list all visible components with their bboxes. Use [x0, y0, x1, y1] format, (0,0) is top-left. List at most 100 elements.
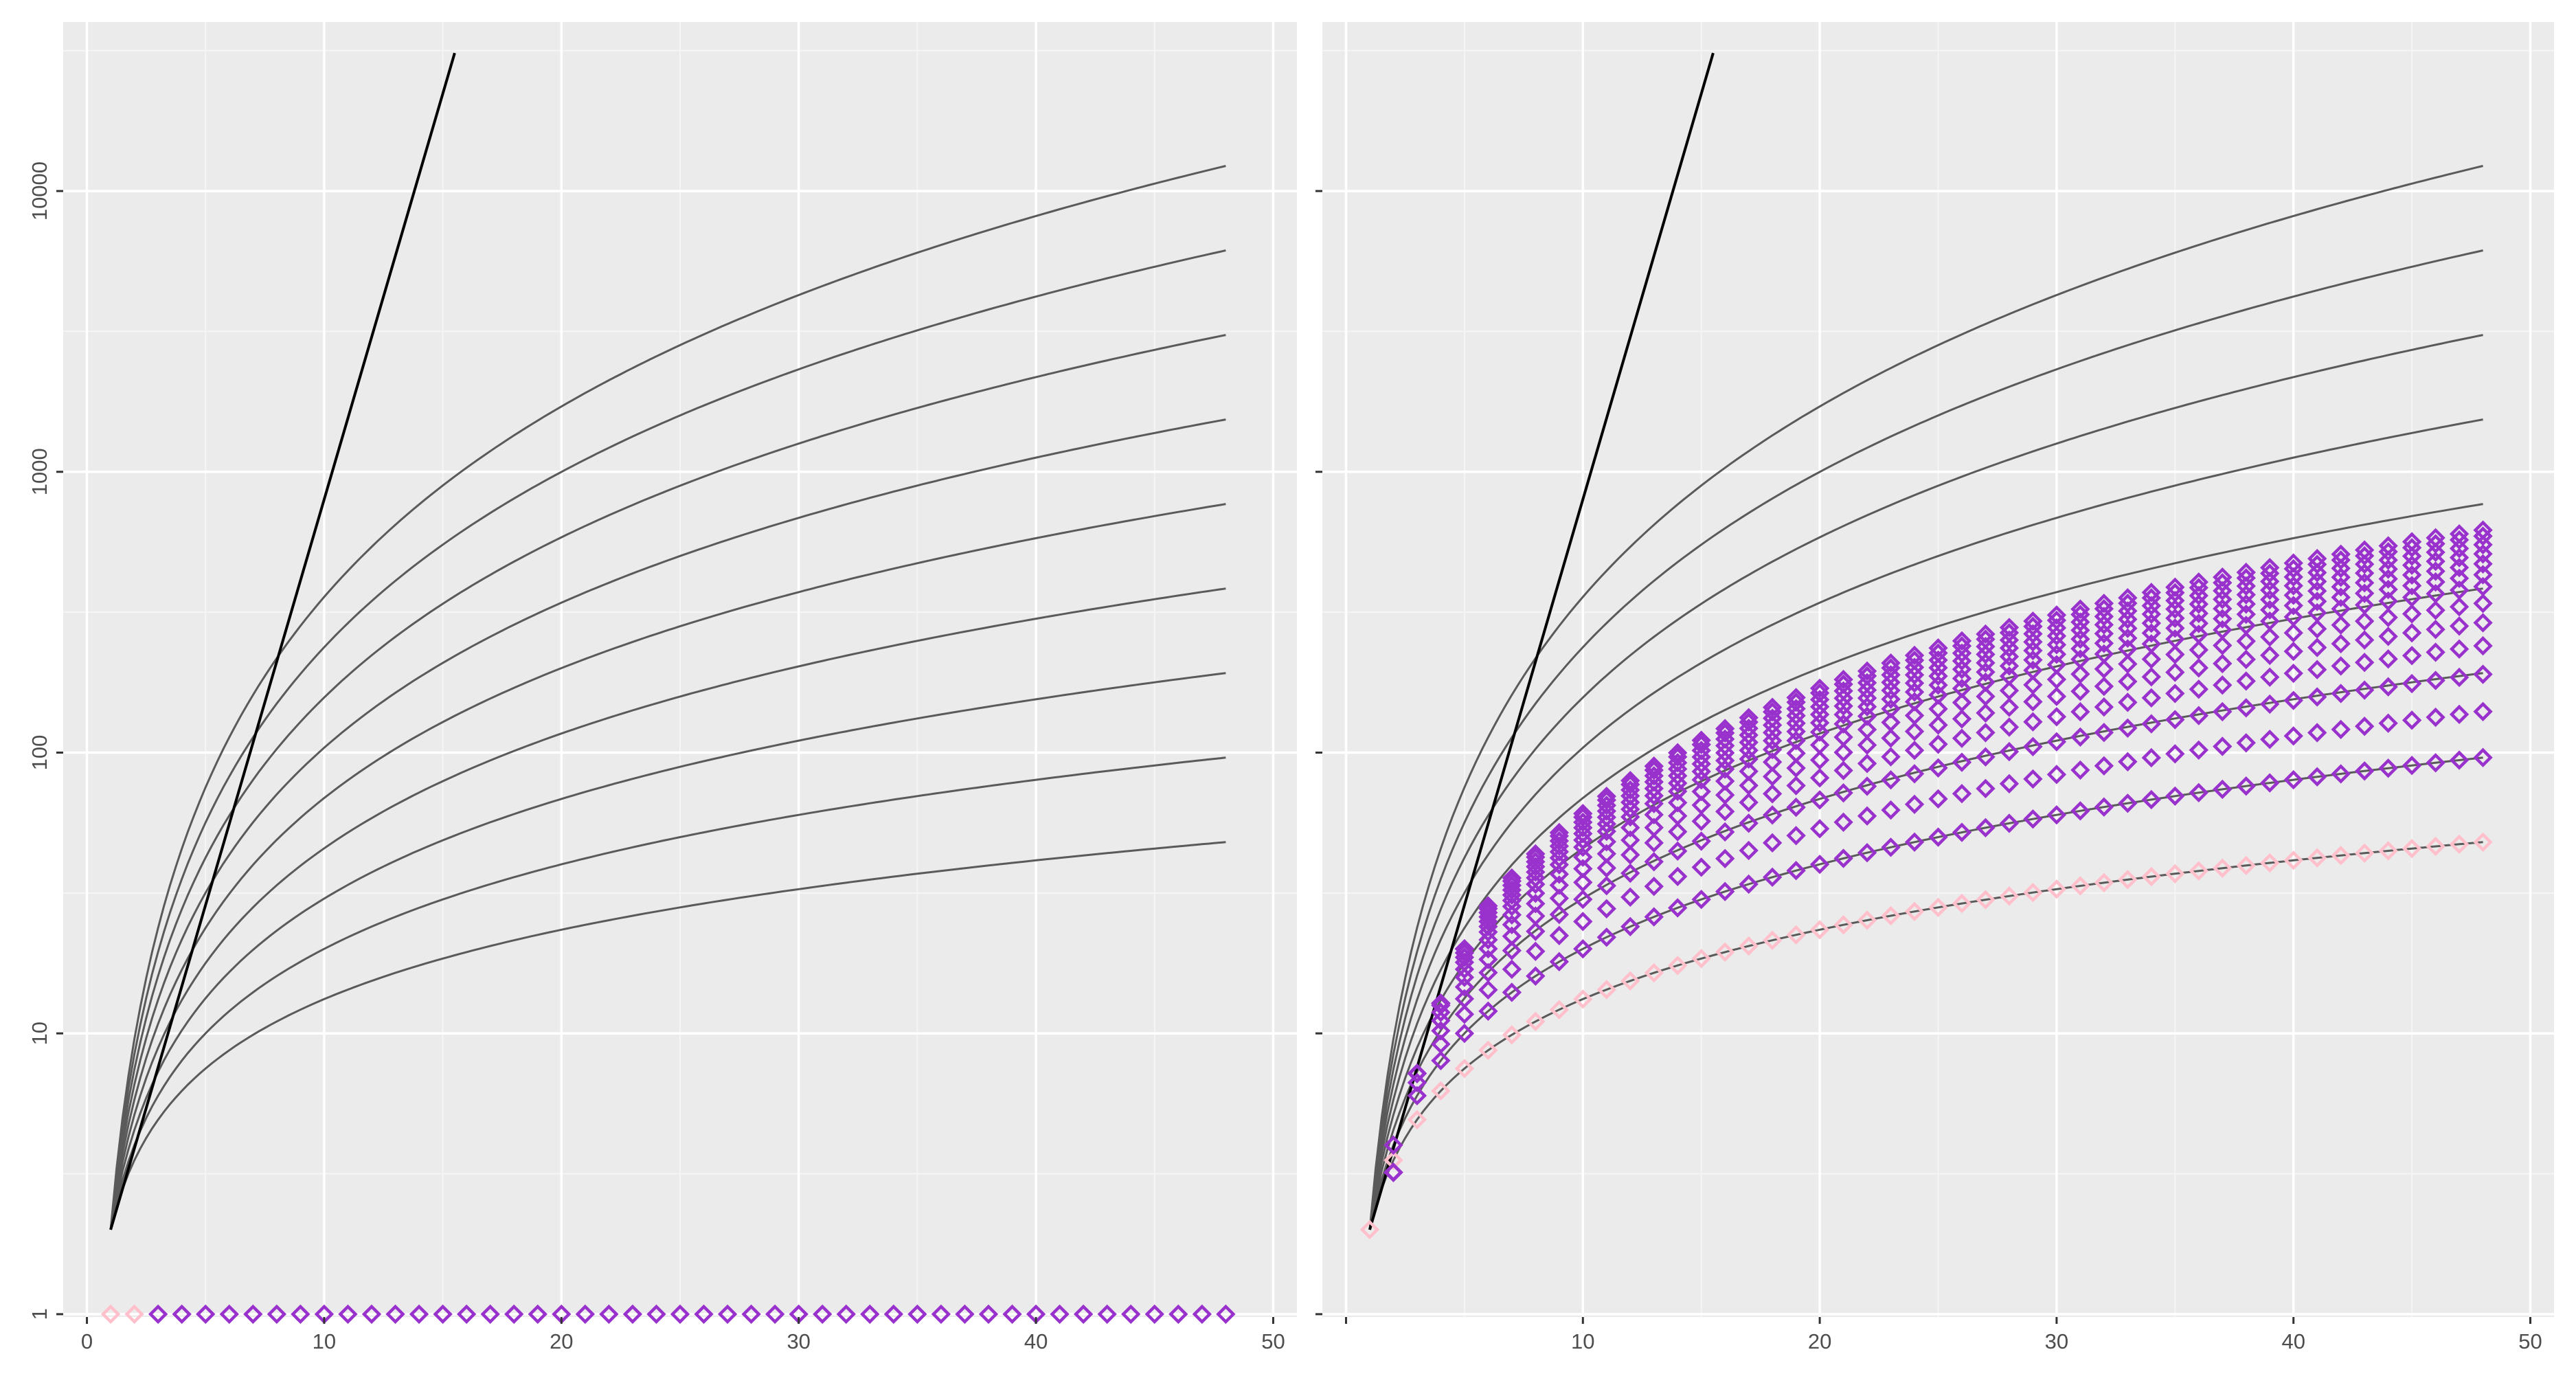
data-point [1668, 866, 1688, 886]
data-point [1478, 1001, 1498, 1022]
data-point [1833, 742, 1853, 763]
data-point [2070, 701, 2090, 722]
data-point [2094, 615, 2114, 635]
data-point [2236, 733, 2256, 753]
data-point [2473, 534, 2493, 555]
data-point [2046, 626, 2067, 646]
data-point [2449, 568, 2470, 588]
data-point [1526, 844, 1546, 864]
data-point [2046, 686, 2067, 706]
data-point [1739, 732, 1759, 752]
data-point [1833, 688, 1853, 708]
data-point [1928, 715, 1948, 735]
data-point [1383, 1162, 1403, 1182]
data-point [1786, 925, 1806, 945]
data-point [2236, 585, 2256, 605]
data-point [2141, 866, 2162, 887]
data-point [2141, 583, 2162, 602]
data-point [1976, 672, 1996, 692]
data-point [1644, 756, 1664, 776]
data-point [2449, 597, 2470, 617]
data-point [2141, 688, 2162, 708]
data-point [1691, 761, 1711, 782]
data-point [1809, 704, 1830, 725]
data-point [2378, 713, 2398, 733]
data-point [385, 1304, 405, 1325]
x-tick-label: 10 [1571, 1329, 1594, 1353]
data-point [172, 1304, 192, 1325]
data-point [1976, 723, 1996, 743]
data-point [2354, 630, 2375, 650]
data-point [1786, 861, 1806, 881]
data-point [1549, 951, 1569, 972]
data-point [1691, 949, 1711, 969]
data-point [2307, 687, 2327, 707]
data-point [2378, 607, 2398, 627]
data-point [1478, 899, 1498, 919]
data-point [2046, 765, 2067, 785]
data-point [1644, 907, 1664, 927]
data-point [1097, 1304, 1117, 1325]
data-point [2070, 639, 2090, 659]
data-point [2070, 876, 2090, 896]
data-point [1762, 930, 1783, 950]
data-point [2141, 649, 2162, 669]
data-point [2094, 594, 2114, 613]
data-point [1596, 821, 1616, 842]
data-point [1976, 778, 1996, 799]
data-point [1620, 771, 1640, 791]
data-point [1904, 794, 1925, 814]
data-point [2402, 623, 2422, 643]
data-point [2094, 644, 2114, 664]
data-point [1739, 776, 1759, 796]
data-point [2046, 879, 2067, 899]
data-point [2070, 760, 2090, 780]
data-point [2307, 563, 2327, 583]
data-point [2449, 580, 2470, 600]
y-tick-label: 100 [27, 735, 52, 771]
data-point [2023, 712, 2043, 732]
data-point [2165, 864, 2185, 883]
data-point [1952, 660, 1972, 679]
data-point [2260, 645, 2280, 666]
data-point [2236, 594, 2256, 614]
data-point [1999, 646, 2020, 666]
data-point [1739, 749, 1759, 769]
data-point [1383, 1135, 1403, 1156]
data-point [2236, 671, 2256, 691]
data-point [1596, 832, 1616, 852]
data-point [2449, 539, 2470, 559]
data-point [456, 1304, 477, 1325]
data-point [1762, 805, 1783, 825]
data-point [2260, 773, 2280, 793]
data-point [1881, 699, 1901, 719]
data-point [2213, 653, 2233, 674]
data-point [1573, 859, 1593, 879]
data-point [1976, 644, 1996, 664]
data-point [2307, 602, 2327, 623]
data-point [2473, 613, 2493, 633]
data-point [1739, 792, 1759, 813]
reference-curve [109, 418, 1226, 1230]
data-point [2213, 598, 2233, 619]
data-point [1502, 914, 1522, 935]
data-point [2094, 697, 2114, 717]
reference-curve [109, 503, 1226, 1230]
data-point [2189, 706, 2208, 725]
data-point [1904, 645, 1925, 666]
data-point [1715, 942, 1735, 962]
reference-curve [109, 334, 1226, 1230]
x-tick-label: 50 [1261, 1329, 1285, 1353]
data-point [2473, 747, 2493, 767]
data-point [2354, 554, 2375, 574]
data-point [2236, 562, 2256, 583]
data-point [124, 1304, 144, 1325]
data-point [1952, 631, 1972, 651]
reference-curve [1368, 334, 2483, 1230]
data-point [1952, 651, 1972, 671]
data-point [1809, 819, 1830, 839]
data-point [2236, 855, 2256, 875]
data-point [2141, 714, 2162, 734]
data-point [2141, 747, 2162, 768]
